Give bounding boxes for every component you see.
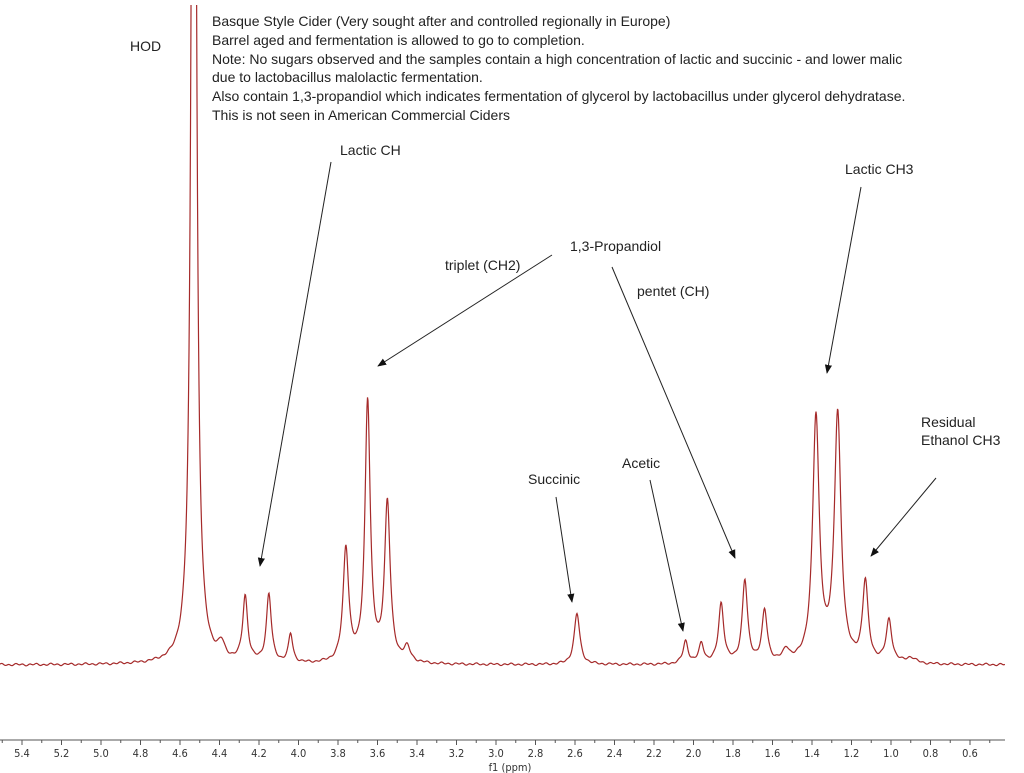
x-axis-label: f1 (ppm) <box>489 761 532 773</box>
x-tick-label: 4.4 <box>212 747 228 760</box>
label-triplet: triplet (CH2) <box>445 257 520 273</box>
x-tick-label: 5.2 <box>54 747 70 760</box>
spectrum-line <box>0 5 1005 667</box>
note-line: Barrel aged and fermentation is allowed … <box>212 32 585 48</box>
x-tick-label: 1.4 <box>804 747 820 760</box>
x-tick-label: 1.6 <box>765 747 781 760</box>
label-lactic-ch3: Lactic CH3 <box>845 161 914 177</box>
x-tick-label: 2.8 <box>528 747 544 760</box>
arrow-succinic <box>555 496 575 603</box>
label-residual: Residual <box>921 414 975 430</box>
arrow-ethanol <box>870 477 937 557</box>
x-tick-label: 1.8 <box>725 747 741 760</box>
x-tick-label: 1.2 <box>844 747 860 760</box>
x-axis: 5.4 5.2 5.0 4.8 4.6 4.4 4.2 4.0 3.8 3.6 3.4 3.2 3.0 2… <box>0 739 1005 760</box>
arrow-pentet <box>611 266 736 559</box>
label-pentet: pentet (CH) <box>637 283 709 299</box>
label-acetic: Acetic <box>622 455 660 471</box>
arrow-acetic <box>649 479 685 632</box>
arrow-triplet <box>377 254 553 367</box>
label-succinic: Succinic <box>528 471 580 487</box>
x-tick-label: 4.6 <box>172 747 188 760</box>
note-line: Basque Style Cider (Very sought after an… <box>212 13 670 29</box>
note-line: Also contain 1,3-propandiol which indica… <box>212 88 905 104</box>
x-tick-label: 3.6 <box>370 747 386 760</box>
x-tick-label: 2.6 <box>567 747 583 760</box>
x-tick-label: 5.0 <box>93 747 109 760</box>
note-line: due to lactobacillus malolactic fermenta… <box>212 69 483 85</box>
x-tick-label: 2.2 <box>646 747 662 760</box>
note-line: This is not seen in American Commercial … <box>212 107 510 123</box>
x-tick-label: 4.0 <box>291 747 307 760</box>
x-tick-label: 3.2 <box>449 747 465 760</box>
x-tick-label: 0.8 <box>923 747 939 760</box>
x-tick-label: 3.4 <box>409 747 425 760</box>
label-hod: HOD <box>130 38 161 54</box>
note-line: Note: No sugars observed and the samples… <box>212 51 902 67</box>
spectrum <box>0 5 1005 667</box>
x-tick-label: 2.4 <box>607 747 623 760</box>
x-tick-label: 3.8 <box>330 747 346 760</box>
label-lactic-ch: Lactic CH <box>340 142 401 158</box>
x-tick-label: 0.6 <box>962 747 978 760</box>
x-tick-label: 4.8 <box>133 747 149 760</box>
notes-block: Basque Style Cider (Very sought after an… <box>212 13 905 123</box>
x-tick-label: 4.2 <box>251 747 267 760</box>
x-tick-label: 3.0 <box>488 747 504 760</box>
x-tick-label: 1.0 <box>883 747 899 760</box>
label-ethanol: Ethanol CH3 <box>921 432 1001 448</box>
x-tick-label: 2.0 <box>686 747 702 760</box>
x-tick-label: 5.4 <box>14 747 30 760</box>
arrow-lactic-ch <box>257 161 332 567</box>
label-propandiol: 1,3-Propandiol <box>570 238 661 254</box>
annotations: HOD Lactic CH triplet (CH2) 1,3-Propandi… <box>130 38 1001 632</box>
arrow-lactic-ch3 <box>824 186 862 374</box>
